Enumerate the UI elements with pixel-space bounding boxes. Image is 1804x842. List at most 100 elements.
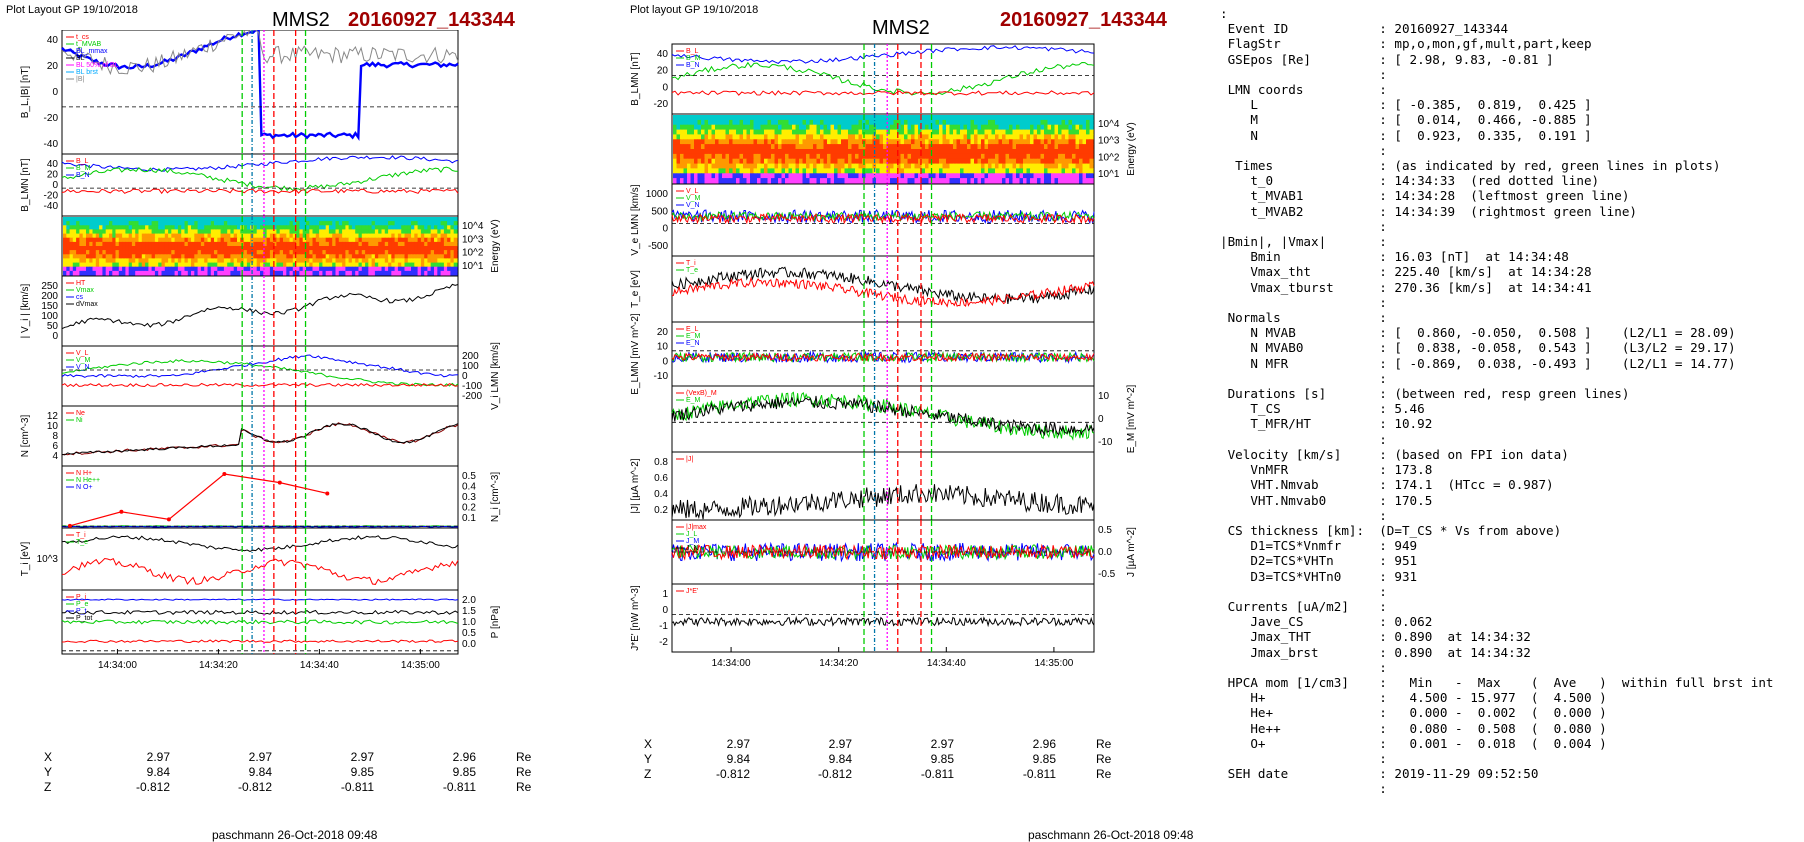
info-line: N MVAB0 : [ 0.838, -0.058, 0.543 ] (L3/L… (1220, 340, 1736, 356)
spectrogram-cell (918, 139, 923, 145)
spectrogram-cell (230, 266, 235, 272)
spectrogram-cell (1044, 163, 1049, 170)
spectrogram-cell (893, 134, 898, 140)
spectrogram-cell (991, 129, 996, 136)
spectrogram-cell (991, 134, 996, 140)
spectrogram-cell (191, 254, 195, 259)
spectrogram-cell (348, 254, 353, 259)
spectrogram-cell (168, 246, 172, 251)
spectrogram-cell (210, 221, 215, 226)
spectrogram-cell (269, 254, 274, 259)
spectrogram-cell (161, 233, 166, 239)
spectrogram-cell (66, 266, 71, 272)
spectrogram-cell (977, 149, 982, 155)
spectrogram-cell (760, 134, 765, 140)
spectrogram-cell (365, 221, 369, 226)
spectrogram-cell (453, 241, 458, 247)
spectrogram-cell (830, 124, 835, 131)
spectrogram-cell (276, 221, 281, 226)
spectrogram-cell (122, 270, 126, 276)
spectrogram-cell (1044, 153, 1049, 160)
spectrogram-cell (214, 270, 218, 276)
spectrogram-cell (95, 241, 100, 247)
spectrogram-cell (904, 134, 909, 140)
spectrogram-cell (1079, 158, 1084, 165)
spectrogram-cell (806, 158, 811, 165)
spectrogram-cell (92, 237, 97, 243)
spectrogram-cell (960, 115, 965, 121)
spectrogram-cell (848, 124, 853, 131)
spectrogram-cell (368, 250, 373, 255)
spectrogram-cell (792, 168, 797, 174)
spectrogram-cell (897, 134, 902, 140)
spectrogram-cell (230, 233, 235, 239)
spectrogram-cell (771, 178, 776, 184)
spectrogram-cell (876, 119, 881, 126)
coord-value: 2.97 (248, 750, 272, 764)
spectrogram-cell (911, 178, 916, 184)
spectrogram-cell (1068, 115, 1073, 121)
spectrogram-cell (886, 149, 891, 155)
spectrogram-cell (918, 173, 923, 179)
spectrogram-cell (736, 178, 741, 184)
spectrogram-cell (680, 149, 685, 155)
spectrogram-cell (256, 225, 261, 230)
spectrogram-cell (781, 115, 786, 121)
spectrogram-cell (953, 173, 958, 179)
spectrogram-cell (79, 254, 84, 259)
spectrogram-cell (813, 134, 818, 140)
spectrogram-cell (187, 250, 192, 255)
spectrogram-cell (414, 217, 419, 222)
spectrogram-cell (673, 158, 678, 165)
spectrogram-cell (204, 262, 209, 268)
spectrogram-cell (214, 241, 218, 247)
spectrogram-cell (325, 270, 330, 276)
spectrogram-cell (112, 266, 117, 272)
spectrogram-cell (977, 158, 982, 165)
spectrogram-cell (115, 225, 120, 230)
spectrogram-cell (184, 250, 189, 255)
left-legend-label: |B| (76, 76, 84, 83)
spectrogram-cell (809, 144, 814, 150)
spectrogram-cell (286, 266, 291, 272)
spectrogram-cell (240, 229, 245, 235)
spectrogram-cell (240, 237, 245, 243)
spectrogram-cell (260, 225, 264, 230)
spectrogram-cell (269, 266, 274, 272)
spectrogram-cell (417, 229, 422, 235)
spectrogram-cell (168, 225, 172, 230)
spectrogram-cell (858, 173, 863, 179)
mid-series-line (671, 276, 1095, 308)
spectrogram-cell (332, 233, 337, 239)
spectrogram-cell (299, 262, 304, 268)
spectrogram-cell (1072, 153, 1077, 160)
spectrogram-cell (315, 241, 320, 247)
spectrogram-cell (806, 178, 811, 184)
mid-ytick-label-right: -0.5 (1098, 569, 1116, 580)
spectrogram-cell (368, 229, 373, 235)
spectrogram-cell (991, 173, 996, 179)
spectrogram-cell (701, 158, 706, 165)
spectrogram-cell (865, 124, 870, 131)
spectrogram-cell (813, 168, 818, 174)
spectrogram-cell (1026, 124, 1031, 131)
spectrogram-cell (437, 233, 442, 239)
spectrogram-cell (963, 124, 968, 131)
spectrogram-cell (963, 134, 968, 140)
spectrogram-cell (921, 129, 926, 136)
spectrogram-cell (708, 119, 713, 126)
spectrogram-cell (335, 237, 340, 243)
spectrogram-cell (289, 266, 294, 272)
spectrogram-cell (764, 139, 769, 145)
spectrogram-cell (683, 173, 688, 179)
spectrogram-cell (718, 144, 723, 150)
left-ylabel: Energy (eV) (490, 219, 501, 272)
spectrogram-cell (351, 258, 356, 264)
spectrogram-cell (900, 173, 905, 179)
spectrogram-cell (904, 158, 909, 165)
spectrogram-cell (191, 250, 195, 255)
spectrogram-cell (1037, 178, 1042, 184)
spectrogram-cell (253, 266, 258, 272)
spectrogram-cell (1051, 144, 1056, 150)
spectrogram-cell (827, 178, 832, 184)
